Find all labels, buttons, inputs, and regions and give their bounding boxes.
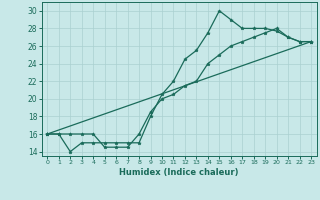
X-axis label: Humidex (Indice chaleur): Humidex (Indice chaleur) — [119, 168, 239, 177]
